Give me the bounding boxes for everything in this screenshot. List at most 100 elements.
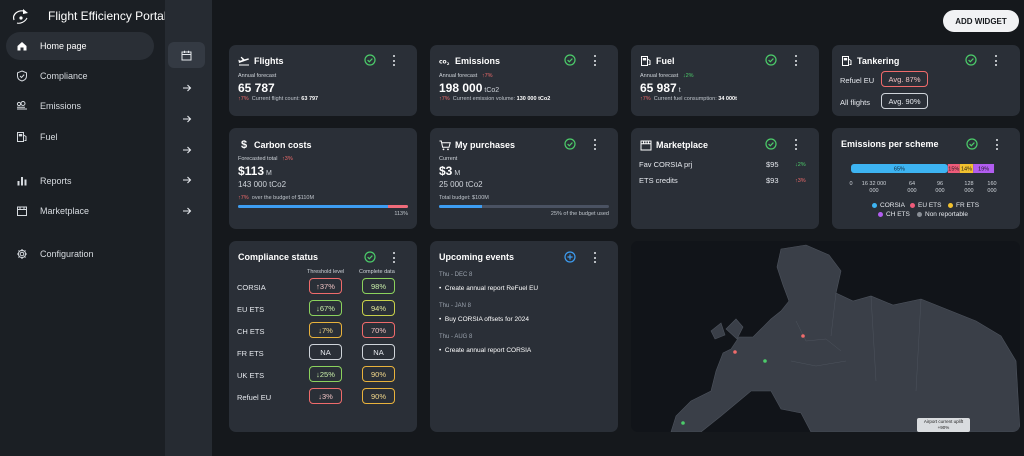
rail-arrow-button[interactable] [168, 167, 205, 193]
marketplace-price: $95 [766, 160, 779, 169]
event-date: Thu - JAN 8 [439, 303, 472, 309]
carbon-value: $113 M [238, 164, 272, 178]
calendar-button[interactable] [168, 42, 205, 68]
tankering-row-label: Refuel EU [840, 76, 875, 85]
event-date: Thu - DEC 8 [439, 272, 473, 278]
rail-arrow-button[interactable] [168, 106, 205, 132]
card-menu-button[interactable] [591, 54, 599, 67]
add-widget-button[interactable]: ADD WIDGET [943, 10, 1019, 32]
airport-marker [733, 350, 737, 354]
dollar-icon: $ [240, 139, 248, 151]
sidebar-item-marketplace[interactable]: Marketplace [6, 197, 154, 225]
event-item[interactable]: • Create annual report CORSIA [439, 347, 532, 354]
check-circle-icon [364, 54, 376, 66]
sidebar-item-compliance[interactable]: Compliance [6, 62, 154, 90]
calendar-icon [181, 50, 192, 60]
chart-title: Emissions per scheme [841, 139, 939, 149]
airport-map[interactable] [631, 241, 1020, 432]
threshold-badge: ↓3% [309, 388, 342, 404]
card-menu-button[interactable] [390, 54, 398, 67]
cart-icon [439, 139, 451, 151]
secondary-rail [165, 0, 212, 456]
arrow-right-icon [182, 84, 191, 92]
marketplace-item-label[interactable]: Fav CORSIA prj [639, 160, 693, 169]
sidebar-item-label: Compliance [40, 71, 88, 81]
card-title: My purchases [439, 139, 515, 151]
emissions-per-scheme-card: Emissions per scheme 65% 15% 14% 19% 0 16 32 … [832, 128, 1020, 229]
card-menu-button[interactable] [992, 54, 1000, 67]
bar-label: 14% [961, 166, 972, 172]
svg-text:co: co [439, 59, 447, 66]
sidebar-item-reports[interactable]: Reports [6, 167, 154, 195]
card-menu-button[interactable] [591, 138, 599, 151]
compliance-row-label: CH ETS [237, 327, 265, 336]
fuel-pump-icon [841, 55, 853, 67]
co2-icon: co 2 [439, 55, 451, 67]
complete-badge: 90% [362, 366, 395, 382]
airplane-takeoff-icon [238, 55, 250, 67]
rail-arrow-button[interactable] [168, 198, 205, 224]
airport-marker [681, 421, 685, 425]
card-menu-button[interactable] [390, 251, 398, 264]
rail-arrow-button[interactable] [168, 137, 205, 163]
card-menu-button[interactable] [591, 251, 599, 264]
sidebar-item-configuration[interactable]: Configuration [6, 240, 154, 268]
card-menu-button[interactable] [993, 138, 1001, 151]
emissions-value: 198 000 tCo2 [439, 81, 500, 95]
sidebar-item-home[interactable]: Home page [6, 32, 154, 60]
fuel-pump-icon [640, 55, 652, 67]
event-item[interactable]: • Buy CORSIA offsets for 2024 [439, 316, 529, 323]
bar-label: 65% [894, 166, 905, 172]
map-tooltip: Airport current uplift +90% [917, 418, 970, 432]
compliance-row-label: CORSIA [237, 283, 266, 292]
marketplace-price: $93 [766, 176, 779, 185]
card-title: Upcoming events [439, 252, 515, 262]
purchases-progress-label: 25% of the budget used [550, 211, 609, 217]
carbon-note: ↑7% over the budget of $110M [238, 195, 315, 201]
tick-label: 160 000 [987, 181, 996, 194]
app-title: Flight Efficiency Portal [48, 9, 167, 23]
rail-arrow-button[interactable] [168, 75, 205, 101]
bar-segment-corsia [851, 164, 948, 173]
tankering-row-label: All flights [840, 98, 871, 107]
carbon-progress-over [388, 205, 408, 208]
europe-map [670, 244, 1020, 432]
bar-segment-ch-ets [973, 164, 995, 173]
tankering-card: Tankering Refuel EU Avg. 87% All flights… [832, 45, 1020, 116]
carbon-progress-bar [238, 205, 408, 208]
check-circle-icon [564, 138, 576, 150]
bar-label: 15% [948, 166, 959, 172]
add-event-button[interactable] [564, 251, 576, 263]
legend-fr-ets: FR ETS [948, 202, 979, 209]
airport-marker [763, 359, 767, 363]
legend-non-reportable: Non reportable [917, 211, 968, 218]
tick-label: 0 [849, 181, 852, 187]
forecast-label: Forecasted total ↑3% [238, 156, 293, 162]
arrow-right-icon [182, 207, 191, 215]
carbon-costs-card: $ Carbon costs Forecasted total ↑3% $113… [229, 128, 417, 229]
marketplace-trend: ↑3% [795, 178, 806, 184]
purchases-progress-fill [439, 205, 482, 208]
card-menu-button[interactable] [792, 138, 800, 151]
legend-corsia: CORSIA [872, 202, 905, 209]
bar-label: 19% [978, 166, 989, 172]
forecast-label: Annual forecast ↑7% [439, 73, 493, 79]
threshold-badge: NA [309, 344, 342, 360]
arrow-right-icon [182, 176, 191, 184]
card-title: Fuel [640, 55, 675, 67]
marketplace-item-label[interactable]: ETS credits [639, 176, 678, 185]
card-menu-button[interactable] [792, 54, 800, 67]
arrow-right-icon [182, 146, 191, 154]
gear-icon [15, 247, 29, 261]
marketplace-card: Marketplace Fav CORSIA prj $95 ↓2% ETS c… [631, 128, 819, 229]
sidebar-item-label: Reports [40, 176, 72, 186]
card-title: Flights [238, 55, 284, 67]
event-item[interactable]: • Create annual report ReFuel EU [439, 285, 539, 292]
emissions-note: ↑7% Current emission volume: 130 000 tCo… [439, 96, 551, 102]
sidebar-item-emissions[interactable]: Emissions [6, 92, 154, 120]
bar-segment-eu-ets [947, 164, 960, 173]
check-circle-icon [965, 54, 977, 66]
marketplace-trend: ↓2% [795, 162, 806, 168]
sidebar-item-fuel[interactable]: Fuel [6, 123, 154, 151]
purchases-secondary: 25 000 tCo2 [439, 180, 483, 189]
